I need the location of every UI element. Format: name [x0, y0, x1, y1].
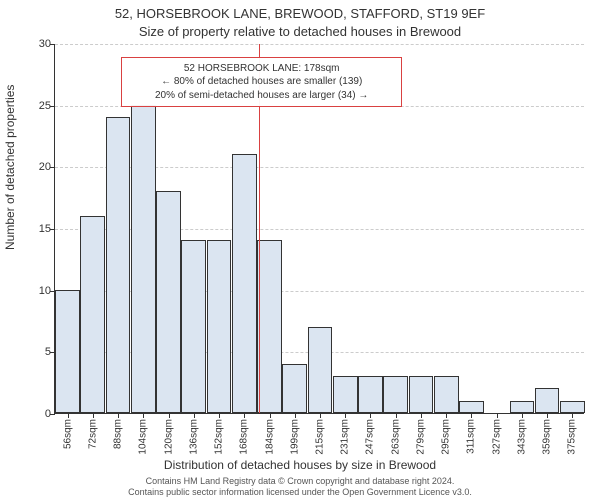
annotation-line: 52 HORSEBROOK LANE: 178sqm — [128, 62, 395, 76]
plot-area: 05101520253056sqm72sqm88sqm104sqm120sqm1… — [54, 44, 584, 414]
xtick-label: 184sqm — [264, 419, 275, 455]
histogram-bar — [383, 376, 408, 413]
histogram-bar — [131, 105, 156, 413]
ytick-label: 10 — [21, 285, 51, 297]
xtick-mark — [93, 413, 94, 418]
xtick-mark — [421, 413, 422, 418]
xtick-mark — [244, 413, 245, 418]
xtick-mark — [219, 413, 220, 418]
xtick-label: 375sqm — [567, 419, 578, 455]
xtick-label: 311sqm — [466, 419, 477, 454]
xtick-label: 152sqm — [214, 419, 225, 455]
ytick-label: 25 — [21, 100, 51, 112]
annotation-box: 52 HORSEBROOK LANE: 178sqm← 80% of detac… — [121, 57, 402, 108]
histogram-bar — [55, 290, 80, 413]
xtick-mark — [320, 413, 321, 418]
xtick-mark — [471, 413, 472, 418]
histogram-bar — [459, 401, 484, 413]
xtick-label: 88sqm — [113, 419, 124, 449]
ytick-label: 30 — [21, 38, 51, 50]
histogram-bar — [232, 154, 257, 413]
xtick-label: 199sqm — [289, 419, 300, 455]
gridline — [55, 44, 584, 45]
xtick-label: 263sqm — [390, 419, 401, 455]
xtick-mark — [194, 413, 195, 418]
xtick-mark — [295, 413, 296, 418]
xtick-label: 136sqm — [188, 419, 199, 455]
xtick-label: 72sqm — [87, 419, 98, 449]
xtick-mark — [547, 413, 548, 418]
xtick-label: 231sqm — [340, 419, 351, 455]
ytick-label: 0 — [21, 408, 51, 420]
xtick-mark — [370, 413, 371, 418]
xtick-mark — [345, 413, 346, 418]
xtick-label: 215sqm — [315, 419, 326, 455]
annotation-line: 20% of semi-detached houses are larger (… — [128, 89, 395, 103]
ytick-label: 20 — [21, 161, 51, 173]
chart-title-address: 52, HORSEBROOK LANE, BREWOOD, STAFFORD, … — [0, 6, 600, 21]
xtick-label: 327sqm — [491, 419, 502, 455]
xtick-mark — [270, 413, 271, 418]
xtick-label: 295sqm — [441, 419, 452, 455]
histogram-bar — [560, 401, 585, 413]
histogram-bar — [535, 388, 560, 413]
xtick-label: 359sqm — [542, 419, 553, 455]
xtick-mark — [396, 413, 397, 418]
xtick-label: 279sqm — [415, 419, 426, 455]
footer-line-2: Contains public sector information licen… — [0, 487, 600, 498]
xtick-label: 104sqm — [138, 419, 149, 455]
histogram-bar — [207, 240, 232, 413]
annotation-line: ← 80% of detached houses are smaller (13… — [128, 75, 395, 89]
xtick-label: 56sqm — [62, 419, 73, 449]
histogram-bar — [156, 191, 181, 413]
histogram-bar — [308, 327, 333, 413]
x-axis-label: Distribution of detached houses by size … — [0, 458, 600, 472]
xtick-mark — [446, 413, 447, 418]
xtick-label: 168sqm — [239, 419, 250, 455]
xtick-mark — [522, 413, 523, 418]
xtick-mark — [572, 413, 573, 418]
xtick-label: 247sqm — [365, 419, 376, 455]
footer-line-1: Contains HM Land Registry data © Crown c… — [0, 476, 600, 487]
histogram-bar — [181, 240, 206, 413]
xtick-label: 120sqm — [163, 419, 174, 455]
xtick-mark — [143, 413, 144, 418]
y-axis-label: Number of detached properties — [3, 85, 17, 250]
xtick-mark — [118, 413, 119, 418]
histogram-bar — [510, 401, 535, 413]
histogram-bar — [434, 376, 459, 413]
histogram-bar — [409, 376, 434, 413]
footer-attribution: Contains HM Land Registry data © Crown c… — [0, 476, 600, 499]
histogram-bar — [80, 216, 105, 413]
xtick-mark — [497, 413, 498, 418]
ytick-label: 15 — [21, 223, 51, 235]
chart-title-subtitle: Size of property relative to detached ho… — [0, 24, 600, 39]
histogram-bar — [106, 117, 131, 413]
xtick-label: 343sqm — [516, 419, 527, 455]
histogram-bar — [333, 376, 358, 413]
histogram-bar — [358, 376, 383, 413]
histogram-bar — [282, 364, 307, 413]
xtick-mark — [68, 413, 69, 418]
histogram-chart: 52, HORSEBROOK LANE, BREWOOD, STAFFORD, … — [0, 0, 600, 500]
histogram-bar — [257, 240, 282, 413]
ytick-label: 5 — [21, 346, 51, 358]
xtick-mark — [169, 413, 170, 418]
